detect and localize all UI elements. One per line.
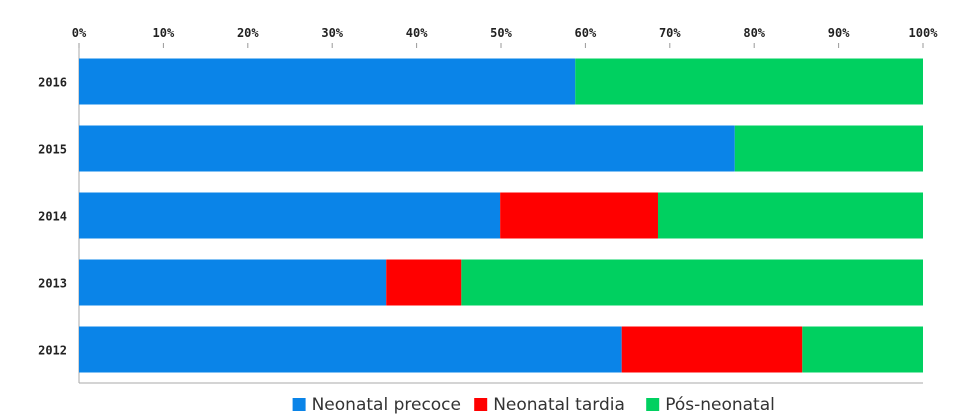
bar-segment — [79, 58, 576, 105]
bar-segment — [802, 326, 923, 373]
x-tick-label: 60% — [575, 26, 597, 40]
bar-segment — [500, 192, 658, 239]
x-tick-label: 10% — [153, 26, 175, 40]
bar-segment — [575, 58, 923, 105]
y-tick-label: 2014 — [38, 210, 67, 224]
y-tick-label: 2015 — [38, 143, 67, 157]
x-tick-label: 100% — [909, 26, 939, 40]
x-tick-label: 40% — [406, 26, 428, 40]
bar-segment — [79, 125, 735, 172]
bar-segment — [461, 259, 923, 306]
bar-segment — [79, 192, 501, 239]
legend-label: Neonatal tardia — [493, 395, 625, 414]
legend-label: Neonatal precoce — [312, 395, 461, 414]
bar-segment — [734, 125, 923, 172]
x-tick-label: 70% — [659, 26, 681, 40]
x-tick-label: 80% — [743, 26, 765, 40]
x-tick-label: 90% — [828, 26, 850, 40]
y-tick-label: 2016 — [38, 76, 67, 90]
y-tick-label: 2013 — [38, 277, 67, 291]
legend-swatch — [292, 398, 306, 411]
y-tick-label: 2012 — [38, 344, 67, 358]
bar-segment — [621, 326, 803, 373]
x-tick-label: 50% — [490, 26, 512, 40]
bar-segment — [657, 192, 923, 239]
legend-swatch — [474, 398, 488, 411]
bar-segment — [79, 326, 622, 373]
bar-segment — [386, 259, 462, 306]
x-tick-label: 0% — [72, 26, 87, 40]
legend-swatch — [646, 398, 660, 411]
legend-label: Pós-neonatal — [665, 395, 775, 414]
bar-segment — [79, 259, 387, 306]
x-tick-label: 20% — [237, 26, 259, 40]
x-tick-label: 30% — [321, 26, 343, 40]
